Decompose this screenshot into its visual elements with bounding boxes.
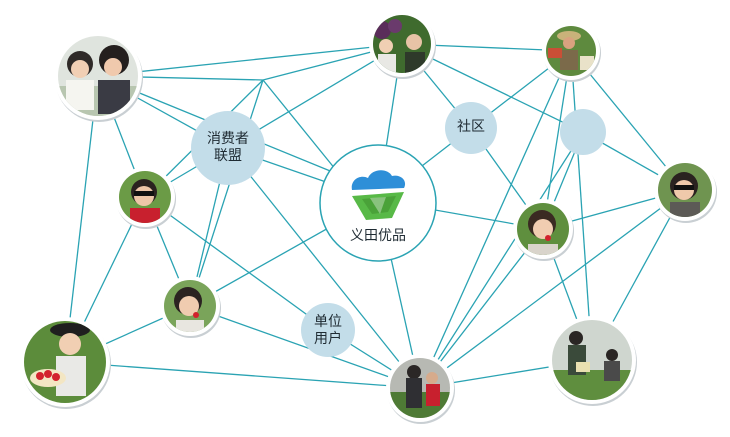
community-label: 社区 [457, 119, 485, 135]
photo-couple-greenhouse [386, 354, 455, 424]
photo-two-children [54, 32, 143, 122]
consumer-alliance-label: 消费者 联盟 [193, 131, 263, 165]
bubble-blank [560, 109, 606, 155]
photo-girl-strawberries [20, 317, 111, 409]
center-node-label: 义田优品 [350, 228, 406, 244]
photo-farmer-basket [542, 22, 601, 82]
unit-users-line2: 用户 [314, 331, 342, 347]
photo-woman-eating-middle [160, 276, 221, 338]
bubble-unit-users [301, 303, 355, 357]
unit-users-line1: 单位 [314, 314, 342, 330]
photo-girl-eating-right [513, 199, 574, 261]
photo-woman-sunglasses-right [654, 159, 717, 223]
unit-users-label: 单位 用户 [300, 314, 356, 348]
center-node [319, 144, 437, 262]
logo-icon [351, 170, 406, 220]
photo-woman-sunglasses-left [115, 167, 176, 229]
consumer-alliance-line1: 消费者 [207, 131, 249, 147]
photo-family-greenhouse [548, 316, 637, 406]
bubble-consumer-alliance [191, 111, 265, 185]
bubble-community [445, 102, 497, 154]
photo-boy-grapes [369, 11, 436, 79]
consumer-alliance-line2: 联盟 [214, 148, 242, 164]
